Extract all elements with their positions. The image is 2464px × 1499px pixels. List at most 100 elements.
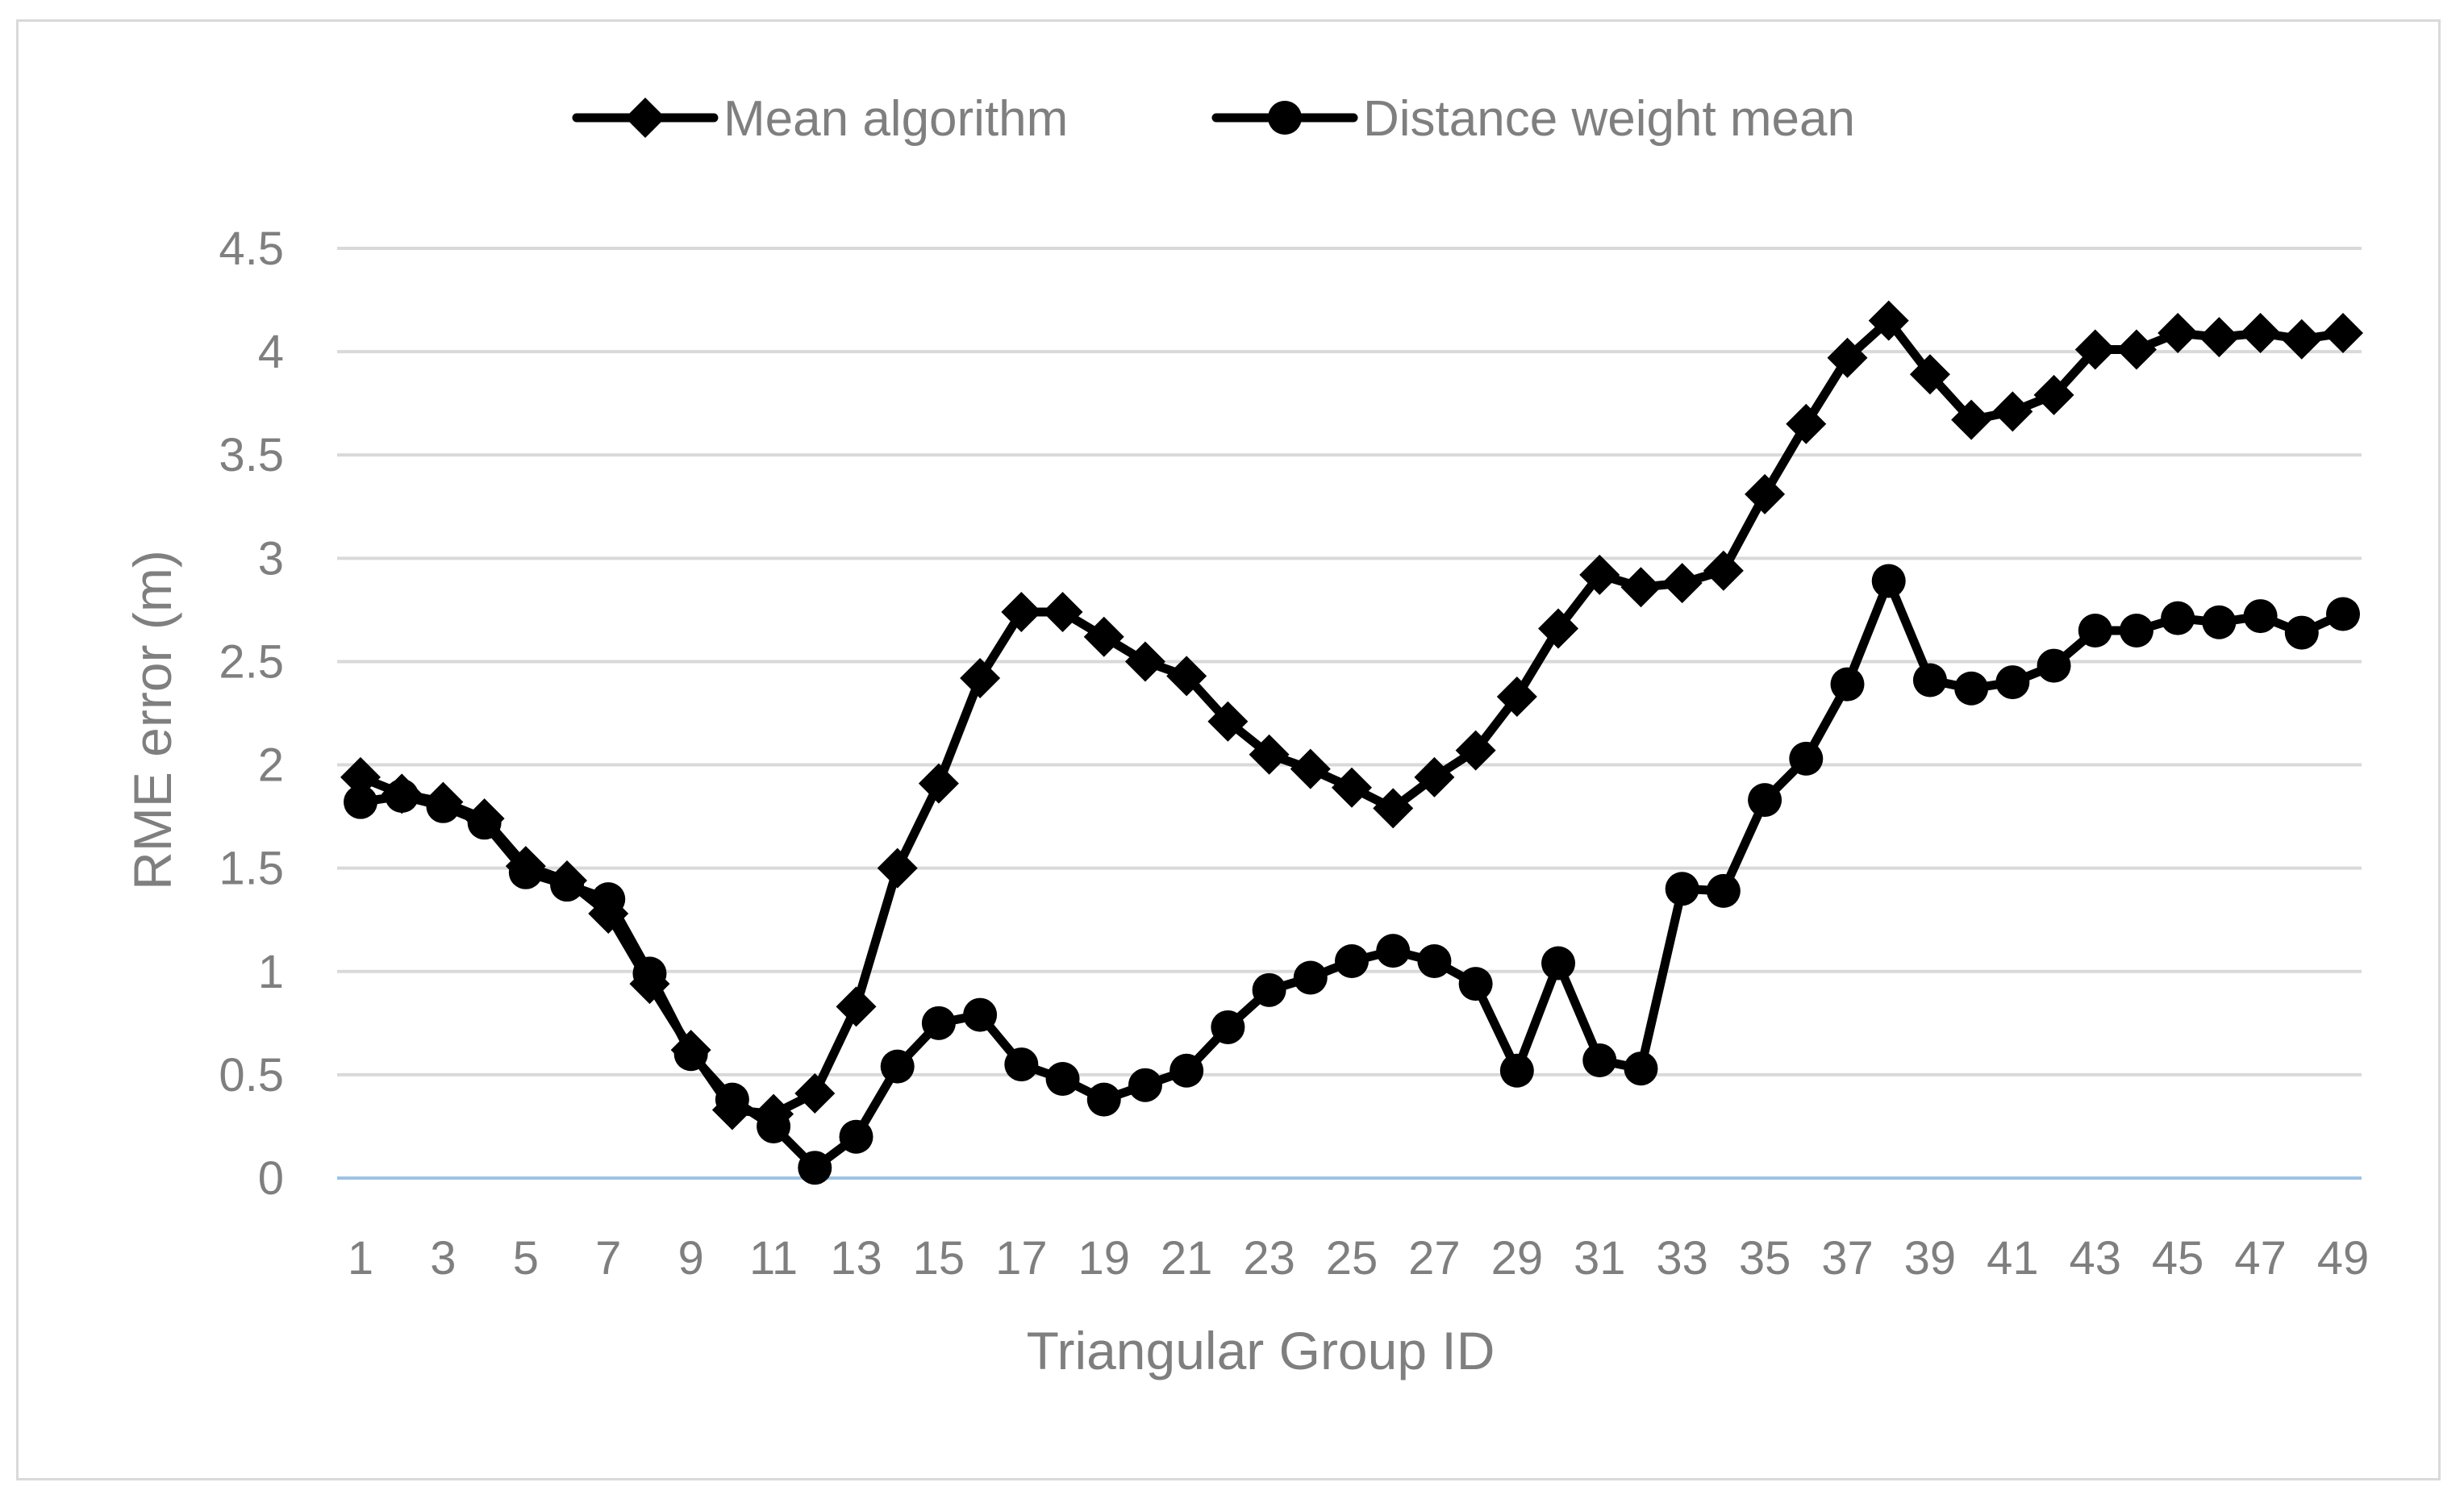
- data-point-circle: [1417, 943, 1452, 978]
- data-point-diamond: [960, 657, 1001, 698]
- data-point-circle: [963, 997, 998, 1032]
- x-tick-label: 39: [1904, 1232, 1957, 1285]
- data-point-diamond: [2158, 313, 2199, 354]
- data-point-diamond: [1414, 756, 1455, 797]
- data-point-diamond: [1786, 403, 1827, 444]
- data-point-circle: [880, 1049, 915, 1084]
- x-tick-label: 41: [1987, 1232, 2039, 1285]
- data-point-diamond: [1249, 734, 1290, 775]
- legend-label: Mean algorithm: [723, 91, 1068, 147]
- data-point-circle: [1086, 1082, 1121, 1117]
- y-tick-label: 4: [258, 326, 284, 378]
- data-point-circle: [1376, 934, 1411, 968]
- data-point-diamond: [1538, 608, 1579, 649]
- data-point-diamond: [1951, 399, 1992, 440]
- x-tick-label: 9: [678, 1232, 704, 1285]
- data-point-circle: [1293, 960, 1328, 995]
- data-point-circle: [921, 1006, 956, 1040]
- data-point-diamond: [1083, 616, 1124, 657]
- data-point-diamond: [1332, 767, 1372, 808]
- data-point-circle: [467, 806, 502, 840]
- gridlines: [337, 247, 2362, 1180]
- data-point-circle: [1541, 946, 1576, 981]
- data-point-diamond: [1703, 550, 1744, 591]
- y-tick-label: 2.5: [219, 635, 284, 688]
- data-point-circle: [2037, 648, 2071, 683]
- x-tick-label: 13: [830, 1232, 882, 1285]
- data-point-diamond: [2281, 319, 2322, 360]
- data-point-circle: [1912, 663, 1947, 697]
- y-tick-label: 3: [258, 532, 284, 585]
- data-point-circle: [1128, 1068, 1162, 1102]
- data-point-circle: [1252, 972, 1286, 1007]
- data-point-circle: [591, 882, 626, 917]
- data-point-diamond: [1579, 554, 1620, 595]
- x-tick-label: 43: [2069, 1232, 2121, 1285]
- x-tick-label: 35: [1739, 1232, 1791, 1285]
- x-tick-label: 7: [595, 1232, 621, 1285]
- data-point-circle: [2161, 601, 2195, 635]
- data-point-circle: [1499, 1053, 1534, 1088]
- x-tick-label: 45: [2152, 1232, 2204, 1285]
- x-tick-label: 33: [1656, 1232, 1708, 1285]
- data-point-diamond: [340, 756, 381, 797]
- series-layer: [340, 300, 2363, 1185]
- data-point-diamond: [2199, 317, 2240, 358]
- data-point-circle: [550, 868, 585, 902]
- y-axis-ticks: 0 0.5 1 1.5 2 2.5 3 3.5 4 4.5: [219, 223, 284, 1205]
- x-tick-label: 5: [513, 1232, 539, 1285]
- data-point-circle: [1706, 873, 1741, 908]
- data-point-circle: [1045, 1062, 1080, 1097]
- series-2: [344, 564, 2360, 1185]
- data-point-diamond: [2240, 313, 2281, 354]
- x-tick-label: 21: [1161, 1232, 1213, 1285]
- data-point-diamond: [1496, 677, 1537, 718]
- data-point-diamond: [836, 986, 877, 1027]
- x-tick-label: 17: [995, 1232, 1048, 1285]
- data-point-diamond: [794, 1072, 836, 1114]
- x-tick-label: 29: [1491, 1232, 1544, 1285]
- data-point-circle: [1995, 665, 2030, 700]
- data-point-diamond: [1827, 337, 1868, 378]
- x-tick-label: 3: [430, 1232, 456, 1285]
- data-point-circle: [2202, 605, 2237, 639]
- legend-label: Distance weight mean: [1363, 91, 1855, 147]
- data-point-circle: [1830, 667, 1865, 702]
- data-point-circle: [839, 1119, 873, 1154]
- data-point-circle: [798, 1151, 832, 1185]
- y-tick-label: 2: [258, 739, 284, 792]
- data-point-diamond: [2074, 329, 2116, 370]
- legend-item: Distance weight mean: [1211, 91, 1855, 147]
- data-point-circle: [1954, 671, 1989, 706]
- data-point-diamond: [2116, 329, 2157, 370]
- data-point-circle: [1458, 967, 1493, 1001]
- data-point-circle: [1665, 872, 1699, 906]
- x-tick-label: 37: [1821, 1232, 1874, 1285]
- data-point-diamond: [1290, 748, 1331, 789]
- data-point-circle: [2078, 614, 2112, 648]
- data-point-diamond: [1868, 300, 1909, 341]
- data-point-diamond: [1620, 567, 1661, 608]
- x-tick-label: 47: [2234, 1232, 2287, 1285]
- data-point-circle: [2326, 597, 2360, 631]
- x-tick-label: 1: [348, 1232, 373, 1285]
- data-point-diamond: [918, 763, 959, 804]
- data-point-circle: [757, 1109, 791, 1143]
- y-tick-label: 1: [258, 946, 284, 998]
- data-point-circle: [1211, 1010, 1245, 1044]
- data-point-diamond: [1992, 391, 2033, 432]
- data-point-diamond: [625, 98, 665, 138]
- y-tick-label: 0: [258, 1152, 284, 1205]
- data-point-circle: [426, 789, 461, 823]
- x-axis-ticks: 1 3 5 7 9 11 13 15 17 19 21 23 25 27 29 31 33 35 37 39 41 43 4…: [348, 1232, 2369, 1285]
- data-point-circle: [1871, 564, 1906, 598]
- data-point-circle: [2243, 599, 2278, 634]
- x-tick-label: 27: [1408, 1232, 1461, 1285]
- data-point-circle: [1582, 1043, 1617, 1077]
- data-point-circle: [632, 956, 667, 991]
- data-point-circle: [385, 778, 419, 813]
- series-1: [340, 300, 2363, 1135]
- y-tick-label: 0.5: [219, 1049, 284, 1101]
- data-point-circle: [1335, 943, 1369, 978]
